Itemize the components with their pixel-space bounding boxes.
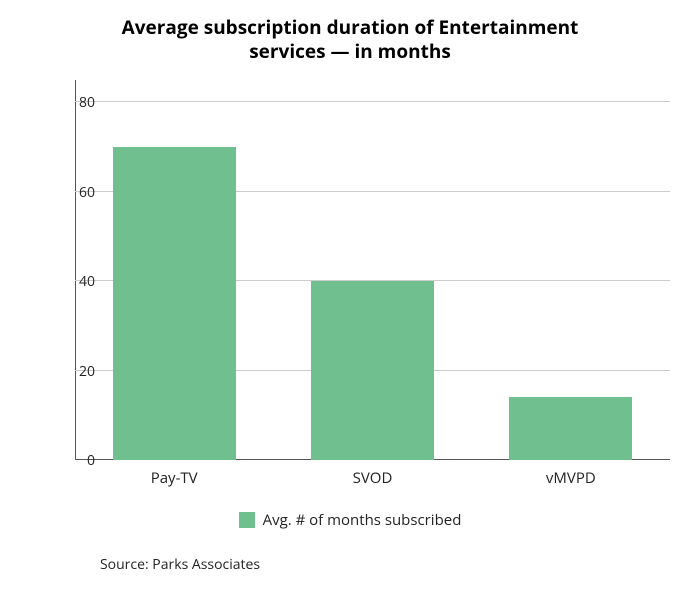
chart-container: Average subscription duration of Enterta… [0, 0, 700, 593]
y-tick-label: 60 [55, 183, 95, 202]
legend-swatch [239, 512, 255, 528]
bar [113, 147, 236, 460]
source-text: Source: Parks Associates [100, 555, 260, 574]
legend-item: Avg. # of months subscribed [239, 510, 462, 530]
bar [509, 397, 632, 460]
chart-title: Average subscription duration of Enterta… [0, 16, 700, 64]
x-tick-label: Pay-TV [75, 468, 273, 488]
legend-label: Avg. # of months subscribed [263, 510, 462, 530]
y-axis-line [75, 80, 76, 460]
x-tick-label: SVOD [273, 468, 471, 488]
plot-area [75, 80, 670, 460]
y-tick-label: 80 [55, 93, 95, 112]
y-tick-label: 20 [55, 362, 95, 381]
gridline [75, 101, 670, 102]
bar [311, 281, 434, 460]
legend: Avg. # of months subscribed [0, 510, 700, 533]
x-tick-label: vMVPD [472, 468, 670, 488]
y-tick-label: 40 [55, 272, 95, 291]
